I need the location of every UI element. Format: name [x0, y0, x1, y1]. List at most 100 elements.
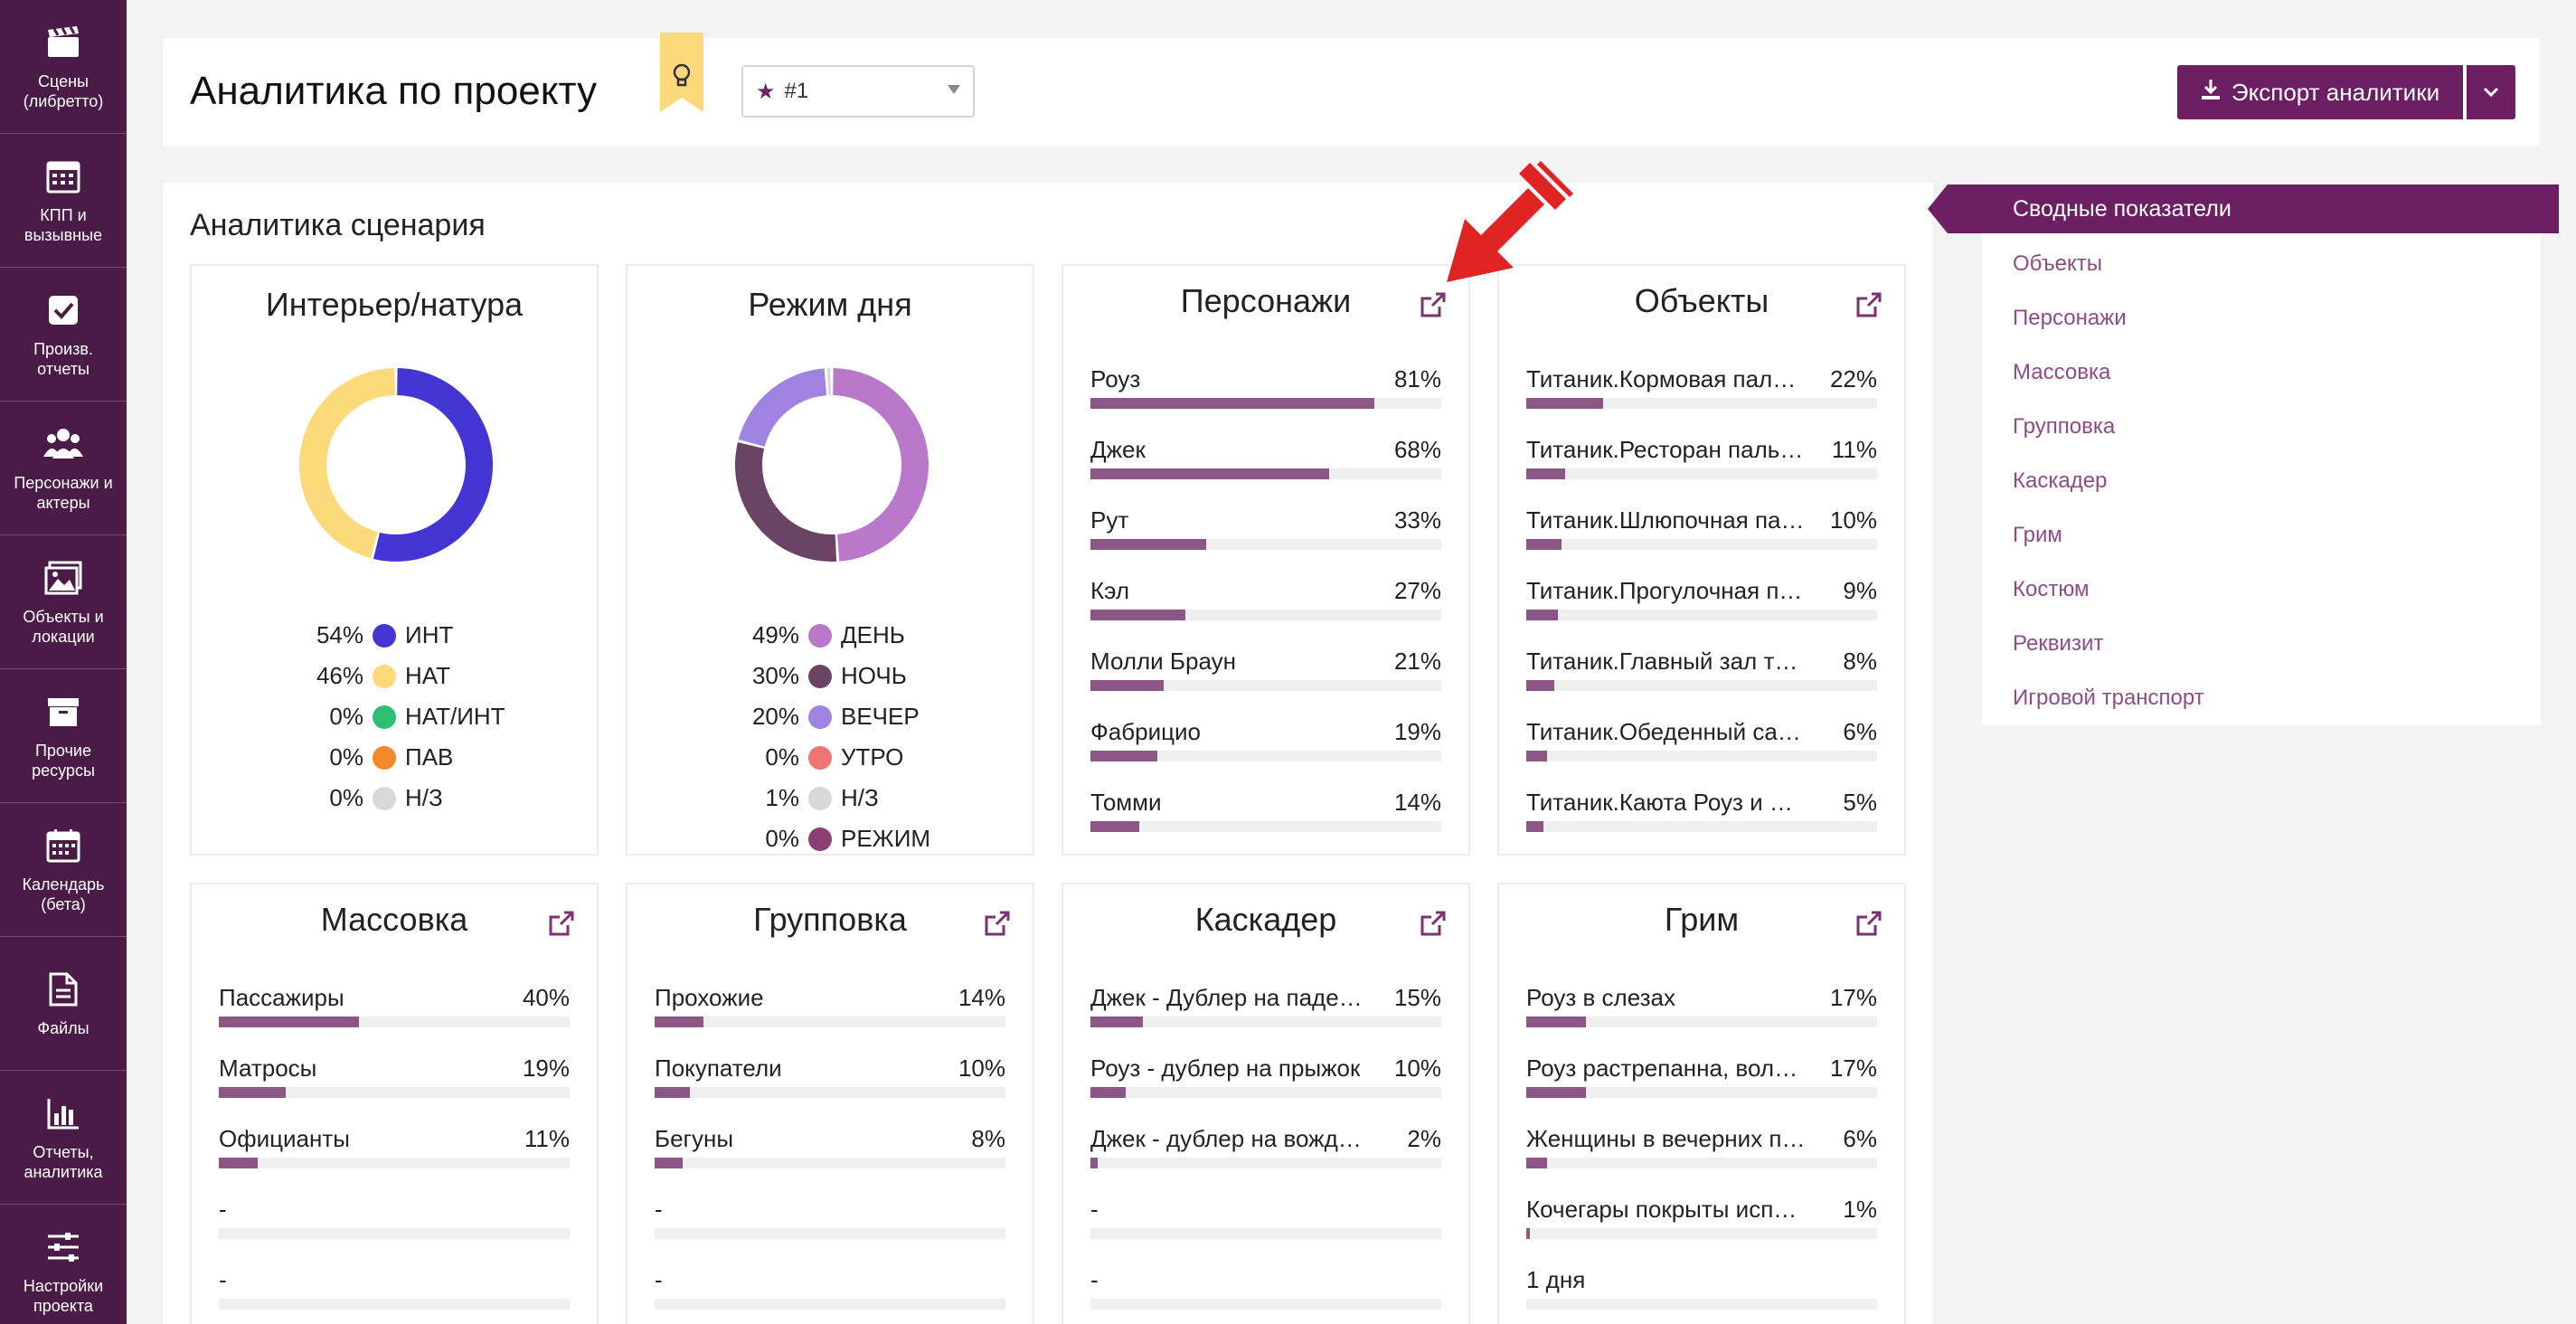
menu-item[interactable]: Игровой транспорт [2013, 686, 2204, 710]
group-card: Групповка Прохожие 14% Покупатели 10% Бегуны 8… [626, 883, 1034, 1324]
nav-reports[interactable]: Произв. отчеты [0, 268, 127, 402]
bar-percent: 17% [1829, 1054, 1877, 1082]
bar-track [219, 1158, 570, 1168]
legend-dot [808, 827, 832, 851]
bar-percent: 22% [1829, 365, 1877, 392]
legend-pct: 0% [765, 743, 799, 771]
legend-dot [373, 623, 396, 648]
menu-item[interactable]: Персонажи [2013, 306, 2127, 330]
bar-track [1526, 1017, 1877, 1027]
bar-track [655, 1228, 1005, 1239]
external-link-icon[interactable] [548, 910, 575, 937]
legend-dot [808, 745, 832, 770]
bar-fill [219, 1158, 258, 1168]
analytics-menu-panel [1982, 183, 2541, 725]
nav-label: Настройки проекта [23, 1276, 104, 1315]
bar-track [219, 1299, 570, 1310]
card-title: Каскадер [1194, 901, 1337, 938]
bar-row: Томми 14% [1090, 789, 1441, 834]
bar-track [219, 1087, 570, 1098]
calendar-grid-icon [43, 156, 83, 196]
card-title: Объекты [1634, 282, 1769, 319]
donut-slice-1 [735, 441, 837, 562]
menu-item[interactable]: Каскадер [2013, 468, 2108, 493]
bar-label: Титаник.Прогулочная п… [1526, 577, 1803, 604]
menu-item[interactable]: Реквизит [2013, 631, 2104, 656]
nav-resources[interactable]: Прочие ресурсы [0, 669, 127, 803]
card-title: Групповка [753, 901, 907, 938]
menu-item[interactable]: Групповка [2013, 414, 2116, 439]
nav-scenes[interactable]: Сцены (либретто) [0, 0, 127, 134]
bar-label: Томми [1090, 789, 1162, 816]
bar-percent: 19% [1393, 718, 1441, 745]
bar-row: Титаник.Обеденный са… 6% [1526, 718, 1877, 763]
project-select-value: #1 [784, 79, 809, 103]
bar-track [1526, 610, 1877, 620]
clapperboard-icon [43, 23, 83, 62]
project-select[interactable]: ★ #1 [741, 65, 975, 118]
donut-legend: 54% ИНТ 46% НАТ 0% НАТ/ИНТ 0% ПАВ 0% Н/З [192, 615, 597, 818]
nav-objects[interactable]: Объекты и локации [0, 535, 127, 669]
bar-row: Титаник.Шлюпочная па… 10% [1526, 506, 1877, 552]
nav-files[interactable]: Файлы [0, 937, 127, 1071]
legend-pct: 1% [765, 784, 799, 811]
bar-fill [1090, 1158, 1098, 1168]
bar-fill [1526, 1228, 1530, 1239]
legend-label: Н/З [841, 784, 879, 811]
legend-label: Н/З [405, 784, 443, 811]
calendar-icon [43, 826, 83, 865]
page-title: Аналитика по проекту [190, 69, 598, 113]
menu-item[interactable]: Костюм [2013, 577, 2090, 601]
bar-percent: 1% [1843, 1196, 1877, 1223]
nav-calendar[interactable]: Календарь (бета) [0, 803, 127, 937]
bar-row: 1 дня [1526, 1266, 1877, 1311]
bar-percent: 33% [1393, 506, 1441, 534]
bar-percent: 5% [1843, 789, 1877, 816]
bar-label: Женщины в вечерних п… [1526, 1125, 1806, 1152]
checkbox-icon [43, 290, 83, 330]
bar-fill [1090, 539, 1207, 550]
bar-row: Пассажиры 40% [219, 984, 570, 1029]
bar-label: Джек - Дублер на паден… [1090, 984, 1371, 1011]
menu-item-summary[interactable]: Сводные показатели [1928, 184, 2559, 233]
legend-item: 1% Н/З [627, 778, 1033, 818]
legend-dot [808, 786, 832, 810]
bar-label: Покупатели [655, 1054, 782, 1082]
nav-kpp[interactable]: КПП и вызывные [0, 134, 127, 268]
menu-item[interactable]: Грим [2013, 523, 2062, 547]
bar-row: Матросы 19% [219, 1054, 570, 1100]
menu-item[interactable]: Объекты [2013, 251, 2102, 276]
bar-percent: 17% [1829, 984, 1877, 1011]
bar-percent: 14% [958, 984, 1005, 1011]
bar-label: Роуз [1090, 365, 1141, 392]
legend-label: РЕЖИМ [841, 825, 931, 852]
legend-label: НАТ [405, 662, 450, 689]
lightbulb-icon[interactable] [660, 33, 703, 119]
card-title: Персонажи [1180, 282, 1352, 319]
external-link-icon[interactable] [1855, 910, 1882, 937]
bar-track [1090, 1158, 1441, 1168]
external-link-icon[interactable] [1420, 291, 1447, 318]
menu-item[interactable]: Массовка [2013, 360, 2111, 384]
bar-fill [1090, 821, 1140, 832]
bar-track [1090, 539, 1441, 550]
bar-label: - [1090, 1266, 1099, 1293]
legend-label: ПАВ [405, 743, 454, 771]
legend-pct: 0% [329, 743, 363, 771]
nav-characters[interactable]: Персонажи и актеры [0, 402, 127, 535]
external-link-icon[interactable] [1420, 910, 1447, 937]
bar-track [1526, 1087, 1877, 1098]
bar-row: Джек - дублер на вожд… 2% [1090, 1125, 1441, 1170]
export-analytics-button[interactable]: Экспорт аналитики [2177, 65, 2463, 119]
nav-analytics[interactable]: Отчеты, аналитика [0, 1071, 127, 1205]
external-link-icon[interactable] [1855, 291, 1882, 318]
card-title: Грим [1664, 901, 1740, 938]
bar-track [1526, 1228, 1877, 1239]
export-dropdown-button[interactable] [2467, 65, 2515, 119]
nav-settings[interactable]: Настройки проекта [0, 1205, 127, 1324]
external-link-icon[interactable] [984, 910, 1011, 937]
bar-fill [1090, 610, 1185, 620]
legend-label: НОЧЬ [841, 662, 907, 689]
card-title: Режим дня [748, 286, 912, 323]
legend-dot [373, 705, 396, 729]
